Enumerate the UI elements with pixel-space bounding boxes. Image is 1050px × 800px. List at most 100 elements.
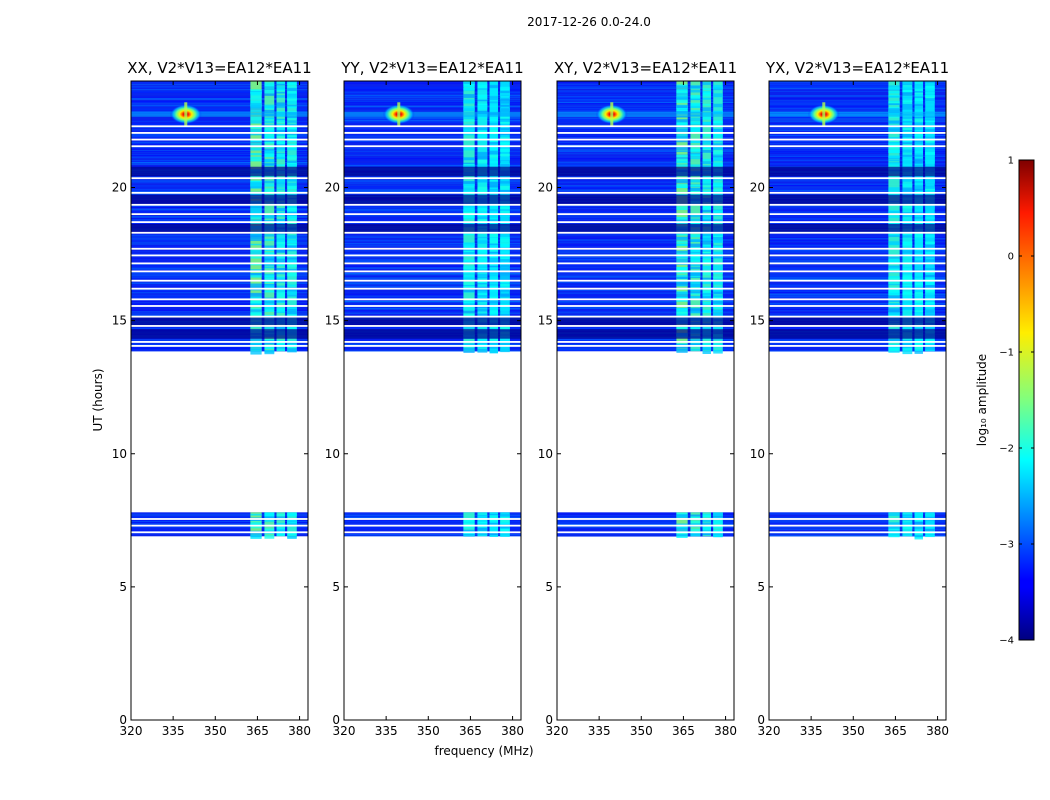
dark-row: [557, 166, 734, 177]
rfi-band-streak: [489, 152, 498, 156]
rfi-band-streak: [702, 158, 711, 162]
noise-row: [344, 520, 521, 522]
noise-row: [769, 155, 946, 157]
rfi-band-streak: [676, 85, 688, 89]
rfi-band-streak: [925, 143, 935, 147]
noise-row: [344, 301, 521, 303]
rfi-band-streak: [463, 306, 475, 311]
noise-row: [344, 119, 521, 121]
rfi-band-streak: [702, 218, 711, 223]
noise-row: [769, 100, 946, 102]
rfi-band-streak: [276, 179, 285, 183]
flagged-row: [769, 341, 946, 343]
noise-row: [131, 101, 308, 103]
noise-row: [769, 86, 946, 88]
rfi-band-streak: [676, 158, 688, 163]
rfi-band-streak: [676, 528, 688, 532]
noise-row: [769, 279, 946, 281]
noise-row: [131, 108, 308, 110]
noise-row: [344, 308, 521, 310]
noise-row: [557, 210, 734, 212]
noise-row: [557, 124, 734, 126]
noise-row: [344, 275, 521, 277]
rfi-band-streak: [287, 125, 297, 130]
flagged-row: [131, 132, 308, 134]
noise-row: [769, 87, 946, 88]
noise-row: [557, 348, 734, 350]
rfi-band-streak: [702, 292, 711, 297]
rfi-band-streak: [713, 210, 723, 213]
rfi-band-streak: [914, 105, 923, 110]
noise-row: [769, 278, 946, 280]
noise-row: [769, 162, 946, 164]
noise-row: [557, 85, 734, 87]
noise-row: [769, 215, 946, 217]
noise-row: [131, 517, 308, 519]
noise-row: [131, 108, 308, 110]
rfi-band-streak: [902, 234, 913, 238]
noise-row: [344, 186, 521, 187]
rfi-band-streak: [463, 129, 475, 132]
noise-row: [131, 159, 308, 161]
rfi-band-streak: [250, 209, 262, 214]
noise-row: [131, 137, 308, 139]
noise-row: [344, 342, 521, 344]
noise-row: [344, 91, 521, 93]
noise-row: [557, 180, 734, 182]
noise-row: [131, 243, 308, 245]
noise-row: [557, 327, 734, 329]
noise-row: [131, 124, 308, 126]
noise-row: [131, 96, 308, 97]
noise-row: [344, 516, 521, 518]
noise-row: [344, 241, 521, 243]
noise-row: [344, 302, 521, 304]
noise-row: [344, 522, 521, 524]
colorbar-label: log₁₀ amplitude: [975, 354, 989, 446]
noise-row: [131, 302, 308, 304]
rfi-band-streak: [676, 343, 688, 346]
rfi-band-streak: [463, 282, 475, 286]
noise-row: [131, 127, 308, 128]
rfi-band-streak: [463, 233, 475, 236]
dark-row: [344, 329, 521, 339]
flagged-row: [557, 145, 734, 148]
rfi-band-streak: [676, 178, 688, 182]
rfi-band-streak: [902, 295, 913, 300]
rfi-band-streak: [702, 232, 711, 236]
noise-row: [769, 268, 946, 270]
noise-row: [131, 109, 308, 111]
noise-row: [344, 277, 521, 279]
noise-row: [344, 294, 521, 296]
noise-row: [557, 301, 734, 303]
rfi-band-streak: [463, 119, 475, 122]
noise-row: [557, 107, 734, 109]
rfi-band-streak: [702, 271, 711, 276]
noise-row: [769, 250, 946, 252]
noise-row: [769, 246, 946, 248]
noise-row: [344, 286, 521, 287]
noise-row: [131, 283, 308, 285]
rfi-band-streak: [463, 350, 475, 353]
noise-row: [344, 347, 521, 349]
rfi-band-streak: [888, 146, 900, 149]
noise-row: [131, 161, 308, 163]
noise-row: [769, 309, 946, 311]
rfi-band-streak: [250, 343, 262, 347]
noise-row: [131, 526, 308, 528]
noise-row: [557, 284, 734, 286]
noise-row: [769, 251, 946, 253]
rfi-band-streak: [925, 281, 935, 285]
noise-row: [769, 275, 946, 277]
rfi-band-streak: [287, 179, 297, 182]
rfi-band-streak: [888, 527, 900, 531]
rfi-band-streak: [489, 255, 498, 258]
noise-row: [769, 130, 946, 132]
noise-row: [131, 349, 308, 351]
noise-row: [769, 135, 946, 136]
noise-row: [557, 265, 734, 267]
rfi-band-streak: [463, 211, 475, 215]
rfi-band: [676, 81, 688, 352]
noise-row: [344, 311, 521, 313]
rfi-band-streak: [925, 295, 935, 300]
noise-row: [769, 245, 946, 247]
